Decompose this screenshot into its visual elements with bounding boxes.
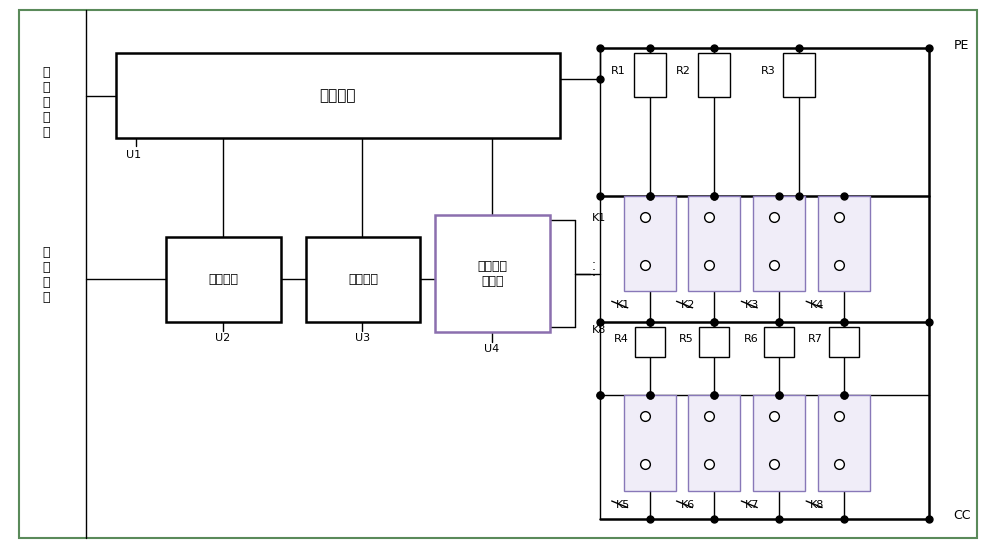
Bar	[624, 395, 676, 491]
Bar	[699, 327, 729, 357]
Text: U1: U1	[126, 150, 141, 160]
Bar	[688, 196, 740, 292]
Text: K2: K2	[680, 300, 695, 310]
Text: R3: R3	[760, 66, 775, 76]
Text: ·: ·	[592, 271, 596, 283]
Text: 通
信
端
口: 通 信 端 口	[43, 246, 50, 304]
Text: K4: K4	[810, 300, 825, 310]
Text: ·: ·	[592, 264, 596, 277]
Bar	[764, 327, 794, 357]
Text: K1: K1	[592, 212, 606, 223]
Bar	[634, 53, 666, 97]
Text: 继电器驱
动芯片: 继电器驱 动芯片	[478, 260, 508, 288]
Bar	[818, 196, 870, 292]
Text: K8: K8	[592, 324, 606, 335]
Text: R6: R6	[744, 334, 758, 344]
Bar	[116, 53, 560, 138]
Text: K6: K6	[680, 500, 695, 510]
Text: CC: CC	[954, 509, 971, 522]
Bar	[698, 53, 730, 97]
Bar	[753, 395, 805, 491]
Bar	[306, 236, 420, 322]
Bar	[829, 327, 859, 357]
Text: U3: U3	[355, 333, 370, 343]
Text: R2: R2	[676, 66, 690, 76]
Text: U2: U2	[215, 333, 230, 343]
Text: R1: R1	[611, 66, 626, 76]
Text: K8: K8	[810, 500, 825, 510]
Bar	[624, 196, 676, 292]
Text: K7: K7	[745, 500, 760, 510]
Text: 电
源
输
入
端: 电 源 输 入 端	[43, 66, 50, 139]
Bar	[435, 215, 550, 332]
Text: R5: R5	[679, 334, 693, 344]
Text: K1: K1	[616, 300, 630, 310]
Text: R4: R4	[614, 334, 629, 344]
Text: 微控制器: 微控制器	[348, 273, 378, 285]
Text: ·: ·	[592, 257, 596, 270]
Text: R7: R7	[808, 334, 823, 344]
Bar	[166, 236, 281, 322]
Bar	[688, 395, 740, 491]
Text: U4: U4	[484, 344, 500, 354]
Text: 电源芯片: 电源芯片	[320, 89, 356, 103]
Bar	[818, 395, 870, 491]
Bar	[783, 53, 815, 97]
Bar	[753, 196, 805, 292]
Text: K5: K5	[616, 500, 630, 510]
Text: 通信芯片: 通信芯片	[208, 273, 238, 285]
Bar	[635, 327, 665, 357]
Text: PE: PE	[954, 39, 969, 52]
Text: K3: K3	[745, 300, 760, 310]
